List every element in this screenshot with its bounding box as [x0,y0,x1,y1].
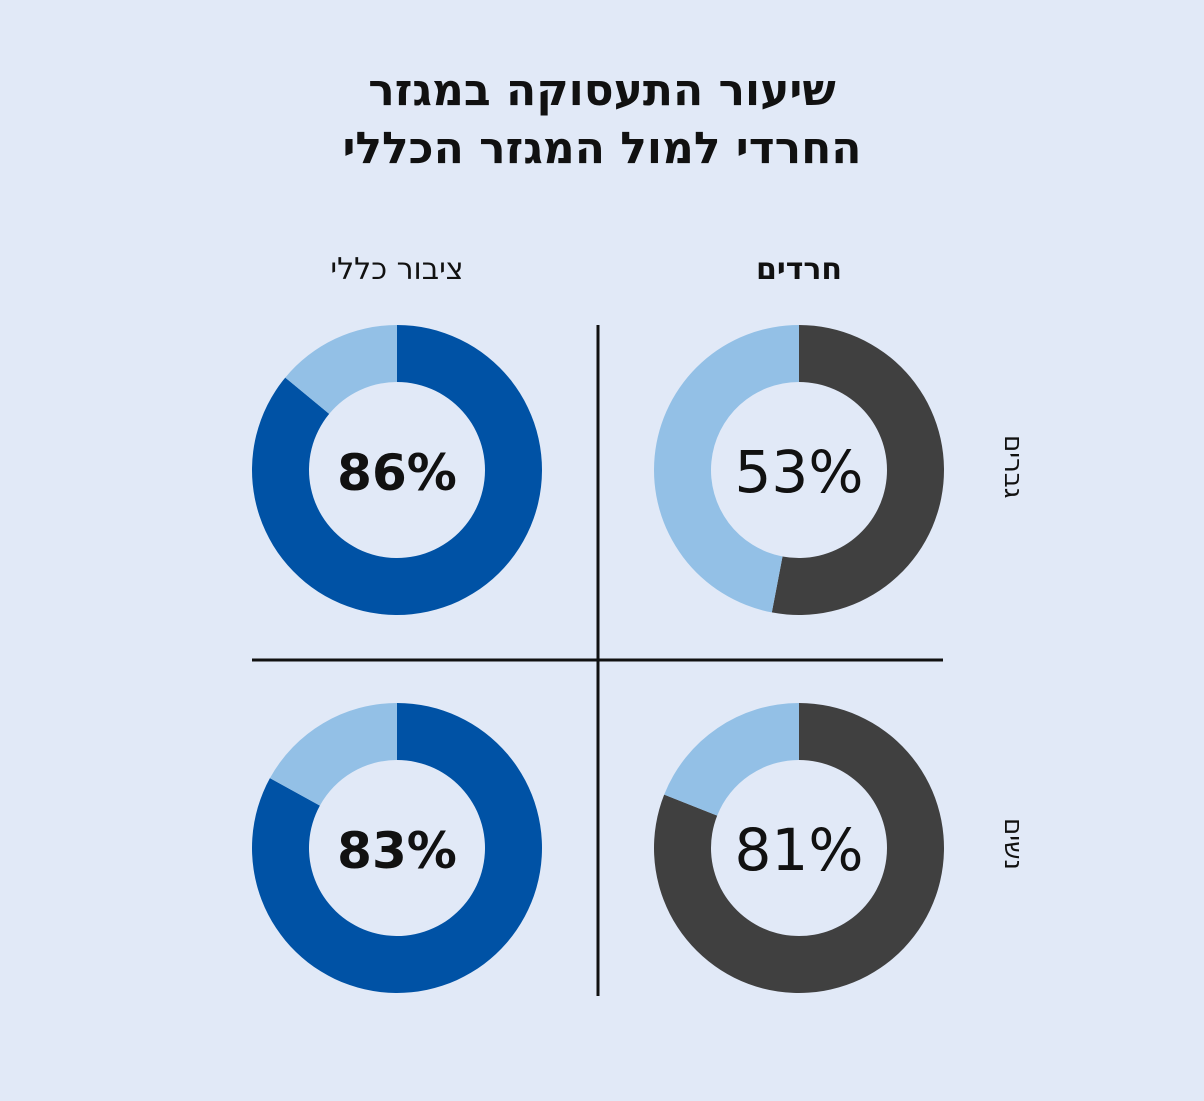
donut-remainder-segment [653,325,799,613]
donut-value-label: 83% [337,822,457,880]
donut-value-label: 86% [337,444,457,502]
donut-remainder-segment [664,703,799,816]
donut-value-segment [654,702,944,993]
column-header-general: ציבור כללי [330,252,464,287]
column-header-haredi: חרדים [755,252,843,287]
row-label-women: נשים [998,818,1028,870]
title-line-1: שיעור התעסוקה במגזר [368,65,836,116]
donut-value-segment [771,325,944,615]
title-line-2: החרדי למול המגזר הכללי [342,123,862,174]
donut-value-segment [251,703,542,993]
donut-remainder-segment [269,703,397,806]
donut-value-segment [251,325,542,615]
donut-value-label: 81% [735,816,864,884]
chart-title: שיעור התעסוקה במגזר החרדי למול המגזר הכל… [0,62,1204,178]
donut-value-label: 53% [735,438,864,506]
row-label-men: גברים [998,435,1028,499]
donut-remainder-segment [285,325,397,414]
